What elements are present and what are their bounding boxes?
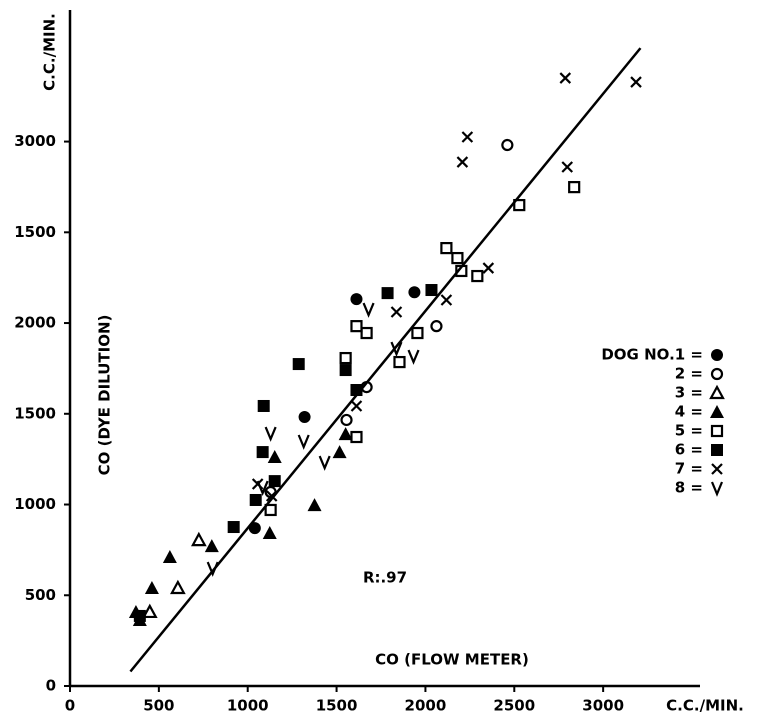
marker — [501, 138, 514, 152]
marker — [350, 400, 363, 412]
marker — [190, 531, 207, 547]
marker — [332, 445, 347, 459]
marker — [561, 161, 574, 173]
marker — [297, 434, 310, 450]
marker — [440, 294, 453, 306]
marker — [350, 430, 363, 444]
legend-marker — [710, 424, 724, 438]
marker — [393, 355, 406, 369]
x-axis-title: CO (FLOW METER) — [375, 651, 529, 669]
x-tick-label: 0 — [65, 697, 75, 715]
legend-marker — [711, 349, 723, 361]
marker — [425, 284, 438, 297]
y-tick-label: 0 — [46, 677, 56, 695]
marker — [256, 480, 269, 496]
marker — [144, 581, 159, 595]
y-tick-label: 500 — [25, 586, 56, 604]
marker — [227, 521, 240, 534]
legend-marker — [710, 367, 724, 381]
marker — [461, 131, 474, 143]
marker — [170, 579, 186, 595]
marker — [362, 302, 375, 318]
marker — [482, 262, 495, 274]
x-tick-label: 2500 — [493, 697, 535, 715]
marker — [630, 76, 642, 88]
marker — [440, 241, 453, 255]
marker — [206, 561, 219, 577]
y-unit: C.C./MIN. — [41, 13, 59, 91]
marker — [264, 503, 277, 517]
marker — [350, 293, 363, 306]
marker — [350, 384, 363, 397]
marker — [338, 427, 353, 441]
marker — [267, 449, 282, 463]
marker — [162, 549, 177, 563]
marker — [471, 269, 484, 283]
legend-marker — [711, 463, 723, 475]
marker — [141, 603, 158, 619]
marker — [455, 264, 468, 278]
y-axis-title: CO (DYE DILUTION) — [96, 315, 114, 476]
x-unit: C.C./MIN. — [666, 697, 744, 715]
y-tick-label: 1000 — [14, 495, 56, 513]
marker — [307, 498, 322, 512]
marker — [407, 349, 420, 365]
legend-label: 5 = — [675, 422, 703, 440]
marker — [411, 326, 424, 340]
legend-label: 6 = — [675, 441, 703, 459]
legend-label: 7 = — [675, 460, 703, 478]
x-tick-label: 500 — [143, 697, 174, 715]
marker — [298, 411, 311, 424]
y-tick-label: 2000 — [14, 314, 56, 332]
marker — [451, 251, 464, 265]
legend-marker — [711, 444, 723, 456]
marker — [265, 490, 278, 502]
marker — [513, 198, 526, 212]
marker — [249, 493, 262, 506]
marker — [133, 609, 146, 622]
y-tick-label: 3000 — [14, 132, 56, 150]
legend-label: 8 = — [675, 479, 703, 497]
marker — [248, 522, 261, 535]
x-tick-label: 1000 — [227, 697, 269, 715]
marker — [268, 475, 281, 488]
marker — [568, 181, 581, 194]
marker — [390, 306, 403, 318]
marker — [264, 426, 277, 442]
x-tick-label: 1500 — [316, 697, 358, 715]
legend-label: DOG NO.1 = — [601, 346, 703, 364]
legend-label: 4 = — [675, 403, 703, 421]
legend-marker — [710, 481, 724, 497]
marker — [430, 320, 443, 333]
x-tick-label: 3000 — [582, 697, 624, 715]
marker — [360, 326, 373, 340]
marker — [350, 320, 363, 333]
marker — [456, 156, 469, 168]
legend-label: 3 = — [675, 384, 703, 402]
marker — [256, 446, 269, 459]
marker — [559, 72, 572, 84]
marker — [257, 399, 270, 412]
legend-marker — [710, 405, 724, 418]
marker — [339, 364, 352, 377]
legend-marker — [709, 384, 725, 400]
marker — [390, 341, 403, 357]
marker — [318, 455, 331, 471]
legend-label: 2 = — [675, 365, 703, 383]
marker — [204, 539, 219, 553]
marker — [262, 526, 277, 540]
y-tick-label: 1500 — [14, 223, 56, 241]
x-tick-label: 2000 — [405, 697, 447, 715]
marker — [381, 287, 394, 300]
y-tick-label: 1500 — [14, 404, 56, 422]
marker — [339, 351, 352, 365]
annotation: R:.97 — [363, 569, 407, 587]
marker — [292, 358, 305, 371]
marker — [408, 286, 421, 299]
marker — [340, 413, 353, 427]
